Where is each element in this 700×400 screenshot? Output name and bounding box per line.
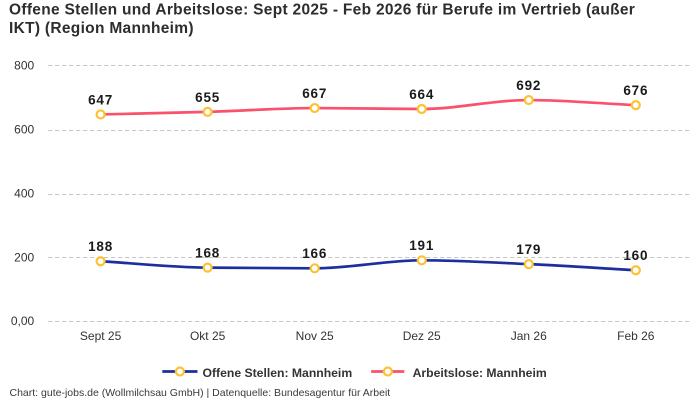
svg-text:800: 800 [14,58,34,72]
svg-text:0,00: 0,00 [11,314,35,328]
svg-text:179: 179 [516,242,541,257]
svg-text:692: 692 [516,78,541,93]
svg-text:Sept 25: Sept 25 [80,329,122,343]
svg-text:188: 188 [88,239,113,254]
svg-text:Nov 25: Nov 25 [296,329,334,343]
svg-text:Okt 25: Okt 25 [190,329,226,343]
svg-text:Arbeitslose: Mannheim: Arbeitslose: Mannheim [413,366,547,380]
svg-text:664: 664 [409,87,434,102]
svg-text:160: 160 [623,248,648,263]
svg-text:667: 667 [302,86,327,101]
svg-text:Jan 26: Jan 26 [511,329,547,343]
svg-text:655: 655 [195,90,220,105]
svg-text:166: 166 [302,246,327,261]
svg-text:200: 200 [14,251,34,265]
svg-text:168: 168 [195,246,220,261]
svg-text:Offene Stellen und Arbeitslose: Offene Stellen und Arbeitslose: Sept 202… [9,2,635,19]
svg-text:Offene Stellen: Mannheim: Offene Stellen: Mannheim [203,366,353,380]
svg-text:676: 676 [623,83,648,98]
svg-text:Feb 26: Feb 26 [617,329,655,343]
svg-text:191: 191 [409,238,434,253]
svg-text:647: 647 [88,92,113,107]
svg-text:600: 600 [14,123,34,137]
svg-text:Dez 25: Dez 25 [403,329,441,343]
svg-text:IKT) (Region Mannheim): IKT) (Region Mannheim) [9,20,194,37]
svg-text:Chart: gute-jobs.de (Wollmilch: Chart: gute-jobs.de (Wollmilchsau GmbH) … [10,387,391,399]
svg-text:400: 400 [14,187,34,201]
